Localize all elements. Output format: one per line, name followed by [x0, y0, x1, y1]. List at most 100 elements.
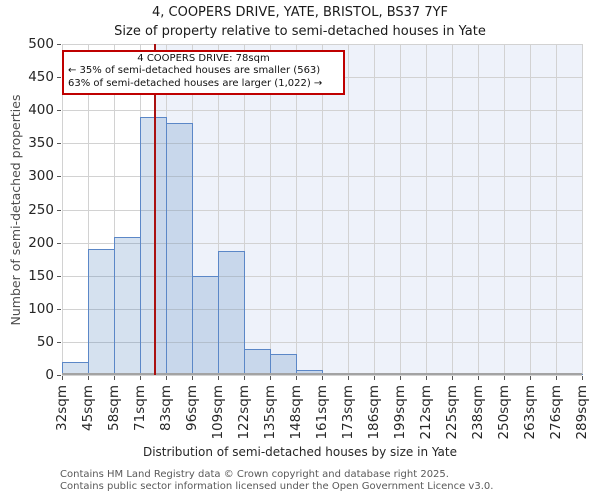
x-tick-label: 238sqm: [470, 385, 486, 440]
histogram-bar: [114, 237, 141, 375]
y-tick-mark: [57, 110, 61, 111]
vertical-gridline: [244, 44, 245, 375]
y-tick-label: 100: [28, 301, 54, 317]
x-tick-mark: [322, 376, 323, 380]
horizontal-gridline: [62, 276, 582, 277]
x-tick-label: 276sqm: [548, 385, 564, 440]
horizontal-gridline: [62, 110, 582, 111]
vertical-gridline: [114, 44, 115, 375]
x-tick-label: 148sqm: [288, 385, 304, 440]
x-tick-mark: [452, 376, 453, 380]
x-tick-label: 45sqm: [80, 385, 96, 431]
vertical-gridline: [426, 44, 427, 375]
horizontal-gridline: [62, 143, 582, 144]
chart-title: 4, COOPERS DRIVE, YATE, BRISTOL, BS37 7Y…: [151, 5, 449, 20]
vertical-gridline: [218, 44, 219, 375]
x-tick-label: 32sqm: [54, 385, 70, 431]
x-tick-mark: [88, 376, 89, 380]
vertical-gridline: [374, 44, 375, 375]
x-tick-label: 225sqm: [444, 385, 460, 440]
footer-line-2: Contains public sector information licen…: [60, 480, 494, 492]
y-tick-mark: [57, 276, 61, 277]
x-tick-label: 83sqm: [158, 385, 174, 431]
x-tick-mark: [348, 376, 349, 380]
x-tick-label: 212sqm: [418, 385, 434, 440]
vertical-gridline: [400, 44, 401, 375]
histogram-bar: [140, 117, 167, 375]
x-tick-label: 199sqm: [392, 385, 408, 440]
x-tick-mark: [374, 376, 375, 380]
x-tick-label: 96sqm: [184, 385, 200, 431]
vertical-gridline: [582, 44, 583, 375]
x-tick-label: 173sqm: [340, 385, 356, 440]
x-tick-label: 250sqm: [496, 385, 512, 440]
y-tick-label: 350: [28, 135, 54, 151]
y-tick-label: 200: [28, 235, 54, 251]
y-tick-mark: [57, 44, 61, 45]
horizontal-gridline: [62, 210, 582, 211]
chart-subtitle: Size of property relative to semi-detach…: [114, 24, 486, 39]
y-tick-label: 300: [28, 168, 54, 184]
x-tick-mark: [270, 376, 271, 380]
x-tick-label: 109sqm: [210, 385, 226, 440]
x-tick-label: 58sqm: [106, 385, 122, 431]
x-tick-label: 289sqm: [574, 385, 590, 440]
x-tick-mark: [166, 376, 167, 380]
vertical-gridline: [296, 44, 297, 375]
x-tick-mark: [556, 376, 557, 380]
vertical-gridline: [556, 44, 557, 375]
vertical-gridline: [504, 44, 505, 375]
y-tick-label: 250: [28, 202, 54, 218]
y-tick-label: 50: [36, 334, 54, 350]
x-tick-label: 161sqm: [314, 385, 330, 440]
x-tick-mark: [62, 376, 63, 380]
histogram-bar: [218, 251, 245, 375]
x-tick-mark: [140, 376, 141, 380]
y-tick-mark: [57, 243, 61, 244]
horizontal-gridline: [62, 375, 582, 376]
histogram-bar: [88, 249, 115, 375]
y-tick-mark: [57, 210, 61, 211]
x-tick-mark: [582, 376, 583, 380]
footer-line-1: Contains HM Land Registry data © Crown c…: [60, 469, 449, 480]
x-tick-label: 71sqm: [132, 385, 148, 431]
y-tick-mark: [57, 77, 61, 78]
plot-area: [62, 44, 583, 376]
footer-attribution: Contains HM Land Registry data © Crown c…: [60, 469, 493, 492]
vertical-gridline: [452, 44, 453, 375]
property-size-marker-line: [154, 44, 156, 375]
vertical-gridline: [270, 44, 271, 375]
y-tick-label: 400: [28, 102, 54, 118]
annotation-property-line: 4 COOPERS DRIVE: 78sqm: [137, 53, 270, 64]
x-tick-mark: [218, 376, 219, 380]
y-tick-mark: [57, 143, 61, 144]
horizontal-gridline: [62, 342, 582, 343]
annotation-smaller-line: ← 35% of semi-detached houses are smalle…: [68, 65, 321, 77]
vertical-gridline: [88, 44, 89, 375]
y-tick-label: 450: [28, 69, 54, 85]
vertical-gridline: [478, 44, 479, 375]
x-tick-label: 186sqm: [366, 385, 382, 440]
x-tick-mark: [400, 376, 401, 380]
x-tick-mark: [192, 376, 193, 380]
x-tick-mark: [530, 376, 531, 380]
vertical-gridline: [348, 44, 349, 375]
horizontal-gridline: [62, 44, 582, 45]
y-tick-mark: [57, 309, 61, 310]
y-tick-label: 150: [28, 268, 54, 284]
histogram-bar: [270, 354, 297, 375]
histogram-bar: [192, 276, 219, 375]
y-tick-label: 500: [28, 36, 54, 52]
horizontal-gridline: [62, 243, 582, 244]
x-tick-mark: [244, 376, 245, 380]
annotation-larger-line: 63% of semi-detached houses are larger (…: [68, 77, 323, 89]
horizontal-gridline: [62, 309, 582, 310]
shaded-larger-region: [155, 44, 582, 375]
vertical-gridline: [322, 44, 323, 375]
x-tick-mark: [296, 376, 297, 380]
x-tick-mark: [426, 376, 427, 380]
y-tick-mark: [57, 375, 61, 376]
x-tick-mark: [504, 376, 505, 380]
histogram-bar: [166, 123, 193, 375]
